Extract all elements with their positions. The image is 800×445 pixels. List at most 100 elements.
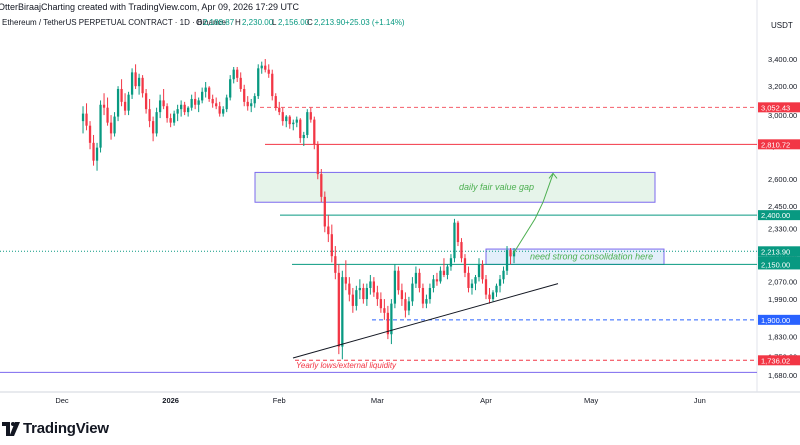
candle-body[interactable] [512,251,516,257]
candle-body[interactable] [260,65,263,69]
candle-body[interactable] [299,119,302,139]
candle-body[interactable] [313,119,316,145]
candle-body[interactable] [323,196,326,227]
candle-body[interactable] [211,98,214,104]
candle-body[interactable] [474,277,477,284]
candle-body[interactable] [236,69,239,78]
candle-body[interactable] [127,94,130,111]
candle-body[interactable] [271,73,274,97]
candle-body[interactable] [134,72,137,87]
candle-body[interactable] [201,91,204,101]
candle-body[interactable] [467,272,470,288]
candle-body[interactable] [379,299,383,309]
candle-body[interactable] [407,301,411,311]
candle-body[interactable] [113,116,116,134]
candle-body[interactable] [421,287,425,304]
candle-body[interactable] [411,283,414,302]
candle-body[interactable] [463,258,467,273]
candle-body[interactable] [109,122,113,134]
candle-body[interactable] [400,290,404,300]
candle-body[interactable] [253,96,256,104]
candle-body[interactable] [439,270,442,282]
candle-body[interactable] [495,285,498,293]
candle-body[interactable] [288,116,291,125]
candle-body[interactable] [418,272,421,288]
candle-body[interactable] [141,77,144,94]
candle-body[interactable] [267,69,270,74]
candle-body[interactable] [285,116,288,122]
candle-body[interactable] [120,88,123,102]
candle-body[interactable] [250,103,253,107]
candle-body[interactable] [137,77,141,87]
ascending-trendline[interactable] [292,283,559,359]
candle-body[interactable] [484,279,488,295]
annotation-label[interactable]: Yearly lows/external liquidity [296,361,397,370]
candle-body[interactable] [95,147,99,161]
candle-body[interactable] [239,77,242,89]
candle-body[interactable] [176,109,179,114]
candle-body[interactable] [348,283,351,295]
candle-body[interactable] [130,72,134,95]
candle-body[interactable] [144,93,148,110]
candle-body[interactable] [187,107,190,113]
candle-body[interactable] [498,279,502,286]
candle-body[interactable] [320,174,323,197]
price-chart[interactable]: USDT 3,400.003,200.003,000.002,800.002,6… [0,0,800,412]
candle-body[interactable] [477,264,481,278]
symbol-title[interactable]: Ethereum / TetherUS PERPETUAL CONTRACT ·… [2,18,226,27]
candle-body[interactable] [505,250,509,271]
candle-body[interactable] [88,125,92,143]
candle-body[interactable] [414,272,418,284]
candle-body[interactable] [183,104,186,113]
candle-body[interactable] [316,144,319,175]
candle-body[interactable] [390,303,393,335]
candle-body[interactable] [372,281,376,293]
candle-body[interactable] [81,113,85,122]
candle-body[interactable] [449,258,453,267]
candle-body[interactable] [488,294,491,300]
candle-body[interactable] [369,281,372,288]
candle-body[interactable] [92,142,95,161]
candle-body[interactable] [456,222,460,243]
candle-body[interactable] [435,279,439,282]
candle-body[interactable] [432,279,435,288]
candle-body[interactable] [155,112,158,134]
candle-body[interactable] [358,287,361,291]
fair-value-gap-zone[interactable] [254,171,656,203]
projection-path[interactable] [512,173,554,255]
candle-body[interactable] [243,88,246,102]
candle-body[interactable] [344,277,347,284]
candle-body[interactable] [162,100,165,107]
candle-body[interactable] [341,277,344,347]
candle-body[interactable] [190,98,193,108]
candle-body[interactable] [158,100,162,113]
candle-body[interactable] [337,272,340,347]
candle-body[interactable] [327,226,330,235]
candle-body[interactable] [222,109,225,114]
candle-body[interactable] [180,104,183,110]
candle-body[interactable] [215,103,218,107]
candle-body[interactable] [102,104,106,108]
candle-body[interactable] [302,134,305,139]
candle-body[interactable] [442,270,446,275]
candle-body[interactable] [334,256,337,273]
candle-body[interactable] [393,270,397,304]
candle-body[interactable] [309,112,312,120]
candle-body[interactable] [386,312,390,335]
candle-body[interactable] [330,234,333,257]
candle-body[interactable] [292,122,295,125]
candle-body[interactable] [232,69,235,80]
candle-body[interactable] [123,101,127,111]
annotation-label[interactable]: need strong consolidation here [530,252,653,262]
candle-body[interactable] [99,104,102,148]
candle-body[interactable] [453,222,456,259]
candle-body[interactable] [85,113,88,126]
annotation-label[interactable]: daily fair value gap [459,182,534,192]
candle-body[interactable] [225,97,228,110]
candle-body[interactable] [106,107,109,123]
candle-body[interactable] [509,250,512,257]
candle-body[interactable] [204,87,207,92]
candle-body[interactable] [264,65,267,70]
candle-body[interactable] [376,292,379,300]
candle-body[interactable] [151,121,155,134]
